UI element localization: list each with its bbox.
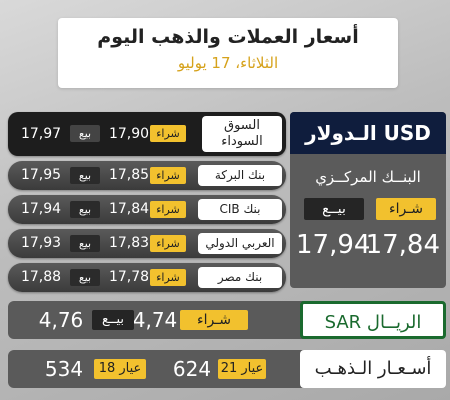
buy-value: 17,90 (108, 126, 150, 142)
usd-values: 17,84 17,94 (290, 230, 446, 270)
usd-panel: الـدولار USD البنــك المركــزي شـراء بيـ… (290, 112, 446, 288)
sar-label: الريــال SAR (300, 301, 446, 339)
bank-row-banque-misr: بنك مصر شراء 17,78 بيع 17,88 (8, 263, 286, 292)
buy-value: 17,83 (108, 235, 150, 251)
sar-sell-label: بيــع (92, 310, 134, 330)
page-header: أسعار العملات والذهب اليوم الثلاثاء، 17 … (58, 18, 398, 88)
sell-value: 17,88 (20, 269, 62, 285)
bank-row-cib: بنك CIB شراء 17,84 بيع 17,94 (8, 195, 286, 224)
usd-buy-value: 17,84 (365, 230, 440, 260)
bank-row-albaraka: بنك البركة شراء 17,85 بيع 17,95 (8, 161, 286, 190)
buy-label: شراء (150, 235, 186, 252)
usd-sell-value: 17,94 (296, 230, 371, 260)
usd-buy-label: شـراء (376, 198, 436, 220)
sar-buy-value: 4,74 (132, 308, 178, 332)
sell-value: 17,93 (20, 235, 62, 251)
page-date: الثلاثاء، 17 يوليو (177, 54, 279, 72)
buy-label: شراء (150, 269, 186, 286)
bank-name: السوق السوداء (202, 116, 282, 152)
buy-value: 17,84 (108, 201, 150, 217)
sar-sell-value: 4,76 (38, 308, 84, 332)
gold-21-label: عيار 21 (218, 359, 266, 379)
gold-18-value: 534 (44, 357, 84, 381)
bank-name: بنك مصر (198, 267, 282, 288)
buy-label: شراء (150, 125, 186, 142)
sell-label: بيع (70, 125, 100, 142)
bank-name: العربي الدولي (198, 233, 282, 254)
page-title: أسعار العملات والذهب اليوم (97, 26, 359, 48)
gold-label: أسـعـار الـذهـب (300, 350, 446, 388)
gold-21-value: 624 (172, 357, 212, 381)
bank-row-arab-international: العربي الدولي شراء 17,83 بيع 17,93 (8, 229, 286, 258)
sar-row: الريــال SAR شـراء 4,74 بيــع 4,76 (8, 301, 446, 339)
usd-sell-label: بيــع (304, 198, 364, 220)
buy-label: شراء (150, 201, 186, 218)
bank-name: بنك البركة (198, 165, 282, 186)
sell-value: 17,95 (20, 167, 62, 183)
sell-label: بيع (70, 269, 100, 286)
usd-tags: شـراء بيــع (290, 198, 446, 222)
sell-label: بيع (70, 167, 100, 184)
bank-row-black-market: السوق السوداء شراء 17,90 بيع 17,97 (8, 112, 286, 156)
gold-18-label: عيار 18 (94, 359, 146, 379)
buy-label: شراء (150, 167, 186, 184)
central-bank-label: البنــك المركــزي (315, 168, 421, 186)
usd-title: الـدولار USD (290, 112, 446, 154)
sell-value: 17,94 (20, 201, 62, 217)
sell-value: 17,97 (20, 126, 62, 142)
sar-buy-label: شـراء (180, 310, 248, 330)
sell-label: بيع (70, 201, 100, 218)
bank-name: بنك CIB (198, 199, 282, 220)
gold-row: أسـعـار الـذهـب عيار 21 624 عيار 18 534 (8, 350, 446, 388)
sell-label: بيع (70, 235, 100, 252)
buy-value: 17,78 (108, 269, 150, 285)
buy-value: 17,85 (108, 167, 150, 183)
